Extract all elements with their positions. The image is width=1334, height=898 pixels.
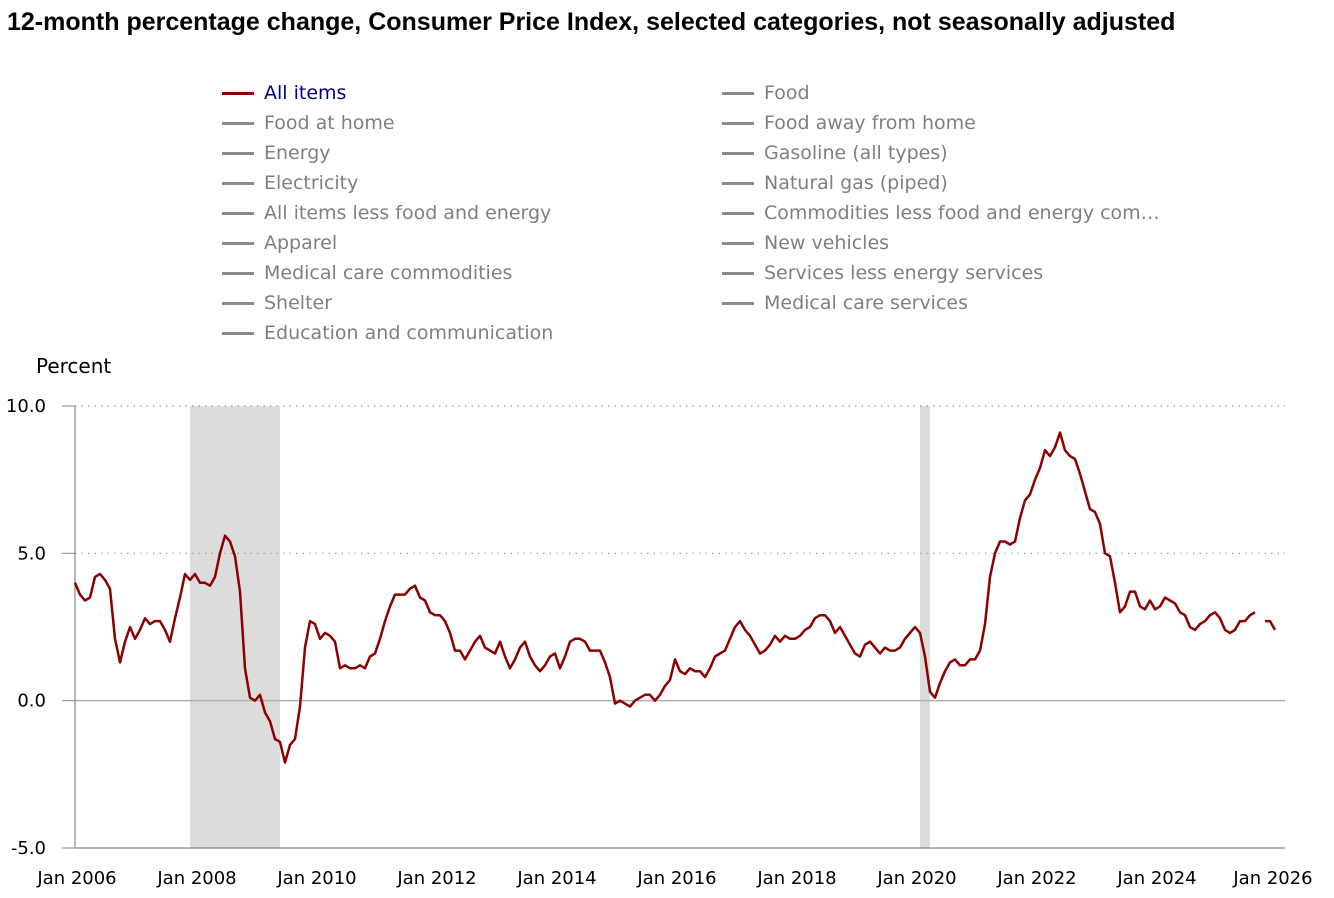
legend-item-commodities-less-food-and-energy-com[interactable]: Commodities less food and energy com…	[722, 198, 1160, 228]
legend-swatch	[222, 181, 254, 185]
x-tick-label: Jan 2026	[1232, 868, 1312, 889]
legend-swatch	[222, 211, 254, 215]
legend-item-electricity[interactable]: Electricity	[222, 168, 358, 198]
legend-item-services-less-energy-services[interactable]: Services less energy services	[722, 258, 1043, 288]
recession-band	[190, 406, 280, 848]
legend-swatch	[722, 121, 754, 125]
legend-label: Gasoline (all types)	[764, 142, 948, 164]
y-tick-label: -5.0	[11, 838, 46, 859]
legend-swatch	[722, 91, 754, 95]
legend-label: All items less food and energy	[264, 202, 552, 224]
x-tick-label: Jan 2024	[1116, 868, 1196, 889]
x-tick-label: Jan 2018	[756, 868, 836, 889]
recession-band	[920, 406, 930, 848]
legend-label: Natural gas (piped)	[764, 172, 948, 194]
legend-swatch	[722, 241, 754, 245]
legend-label: Commodities less food and energy com…	[764, 202, 1160, 224]
legend-label: Shelter	[264, 292, 333, 314]
legend-swatch	[222, 331, 254, 335]
legend-label: Education and communication	[264, 322, 554, 344]
x-tick-label: Jan 2020	[876, 868, 956, 889]
legend-label: Medical care services	[764, 292, 968, 314]
legend-label: Food at home	[264, 112, 395, 134]
x-tick-label: Jan 2014	[516, 868, 596, 889]
legend-label: Medical care commodities	[264, 262, 513, 284]
legend-swatch	[222, 241, 254, 245]
y-tick-label: 0.0	[17, 691, 46, 712]
legend-label: New vehicles	[764, 232, 890, 254]
x-tick-label: Jan 2016	[636, 868, 716, 889]
x-tick-label: Jan 2006	[36, 868, 116, 889]
legend-item-apparel[interactable]: Apparel	[222, 228, 337, 258]
recession-bands	[190, 406, 930, 848]
legend-item-shelter[interactable]: Shelter	[222, 288, 332, 318]
x-tick-label: Jan 2008	[156, 868, 236, 889]
legend-label: Energy	[264, 142, 331, 164]
legend-item-all-items-less-food-and-energy[interactable]: All items less food and energy	[222, 198, 551, 228]
legend-item-medical-care-commodities[interactable]: Medical care commodities	[222, 258, 512, 288]
legend: All items Food Food at home Food away from …	[222, 78, 1222, 348]
y-tick-label: 10.0	[6, 396, 46, 417]
x-tick-label: Jan 2010	[276, 868, 356, 889]
legend-swatch	[722, 301, 754, 305]
axes	[74, 406, 1285, 849]
legend-swatch	[222, 91, 254, 95]
legend-label: Food	[764, 82, 810, 104]
legend-item-energy[interactable]: Energy	[222, 138, 331, 168]
legend-label: Electricity	[264, 172, 359, 194]
y-tick-label: 5.0	[17, 543, 46, 564]
series-layer	[73, 431, 1277, 764]
legend-item-natural-gas-piped[interactable]: Natural gas (piped)	[722, 168, 948, 198]
legend-swatch	[222, 151, 254, 155]
legend-item-medical-care-services[interactable]: Medical care services	[722, 288, 968, 318]
legend-swatch	[722, 151, 754, 155]
legend-swatch	[722, 211, 754, 215]
legend-item-all-items[interactable]: All items	[222, 78, 346, 108]
legend-item-food-away-from-home[interactable]: Food away from home	[722, 108, 976, 138]
legend-item-education-and-communication[interactable]: Education and communication	[222, 318, 553, 348]
legend-label: All items	[264, 82, 347, 104]
grid-lines	[62, 405, 1285, 849]
x-tick-label: Jan 2012	[396, 868, 476, 889]
tick-labels: 10.0 5.0 0.0 -5.0 Jan 2006 Jan 2008 Jan 2010 Ja…	[6, 396, 1313, 889]
legend-label: Services less energy services	[764, 262, 1044, 284]
legend-swatch	[722, 271, 754, 275]
legend-swatch	[222, 271, 254, 275]
legend-item-new-vehicles[interactable]: New vehicles	[722, 228, 889, 258]
legend-item-gasoline-all-types[interactable]: Gasoline (all types)	[722, 138, 948, 168]
x-tick-label: Jan 2022	[996, 868, 1076, 889]
legend-label: Food away from home	[764, 112, 976, 134]
legend-item-food-at-home[interactable]: Food at home	[222, 108, 395, 138]
series-line-all-items	[73, 431, 1277, 764]
legend-swatch	[222, 301, 254, 305]
legend-label: Apparel	[264, 232, 338, 254]
legend-swatch	[222, 121, 254, 125]
legend-swatch	[722, 181, 754, 185]
chart-title: 12-month percentage change, Consumer Pri…	[7, 8, 1176, 36]
y-axis-label: Percent	[36, 354, 112, 378]
legend-item-food[interactable]: Food	[722, 78, 810, 108]
